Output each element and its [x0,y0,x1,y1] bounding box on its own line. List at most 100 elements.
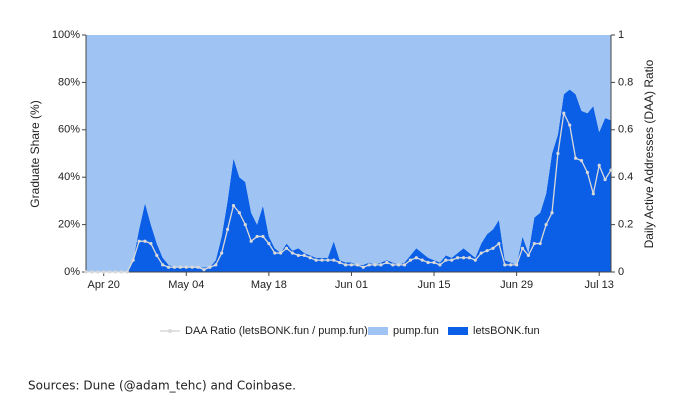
line-point [119,270,123,274]
line-point [603,177,607,182]
line-point [143,239,147,243]
line-point [467,256,472,260]
line-point [456,256,460,260]
line-point [290,251,295,255]
line-point [574,156,578,160]
y2-axis-label: Daily Active Addresses (DAA) Ratio [642,59,656,248]
y-tick-label: 100% [52,29,80,41]
y-tick-label: 40% [58,171,80,183]
line-point [96,270,100,274]
source-note: Sources: Dune (@adam_tehc) and Coinbase. [28,379,296,393]
line-point [155,253,159,258]
legend-label: pump.fun [393,325,439,337]
line-point [190,265,194,269]
line-point [426,260,430,265]
area [86,89,611,272]
line-point [503,263,507,267]
y-axis-label: Graduate Share (%) [28,100,42,207]
line-point [338,260,342,265]
line-point [296,253,300,258]
line-point [532,241,536,246]
line-point [107,270,112,274]
y2-tick-label: 1 [618,29,624,41]
line-point [237,211,241,215]
line-point [196,265,200,269]
line-point [597,163,601,167]
legend-label: DAA Ratio (letsBONK.fun / pump.fun) [185,325,368,337]
line-point [568,123,572,127]
line-point [349,263,354,267]
line-point [432,260,436,265]
line-point [538,241,542,246]
line-point [515,263,519,267]
line-point [137,239,141,243]
line-point [497,241,501,246]
x-tick-label: May 04 [168,279,204,291]
line-point [84,270,88,274]
area [86,35,611,272]
line-point [214,263,218,267]
y2-tick-label: 0.4 [618,171,633,183]
line-point [273,251,277,255]
y2-tick-label: 0.6 [618,124,633,136]
line-point [550,211,554,215]
line-point [562,111,566,115]
line-point [243,223,247,227]
line-point [172,265,177,269]
y-tick-label: 0% [64,266,80,278]
y2-tick-label: 0.2 [618,219,633,231]
line-point [220,251,224,255]
line-point [414,256,418,260]
line-point [149,241,153,246]
line-point [367,263,371,267]
line-point [526,253,531,258]
line-point [408,258,413,262]
x-tick-label: Apr 20 [87,279,119,291]
line-point [320,258,324,262]
y-tick-label: 60% [58,124,80,136]
line-point [391,263,395,267]
line-point [585,170,590,175]
line-point [231,204,236,208]
line-point [491,246,495,250]
line-point [202,268,206,272]
line-point [267,241,271,246]
line-point [102,270,106,274]
line-point [579,159,584,163]
line-point [397,263,401,267]
line-point [420,258,424,262]
line-point [125,270,129,274]
line-point [302,253,306,258]
line-point [225,227,230,231]
line-point [444,258,448,262]
x-tick-label: Jun 15 [418,279,451,291]
line-point [308,256,312,260]
line-point [90,270,94,274]
line-point [473,258,477,262]
legend-swatch [448,327,468,335]
line-point [332,258,336,262]
line-point [379,263,383,267]
legend-swatch [168,329,172,333]
line-point [479,251,483,255]
x-tick-label: Jul 13 [585,279,614,291]
x-tick-label: Jun 29 [500,279,533,291]
line-point [450,258,454,262]
line-point [520,246,525,250]
line-point [184,265,188,269]
y-tick-label: 20% [58,219,80,231]
line-point [249,239,253,243]
line-point [373,263,377,267]
x-tick-label: May 18 [251,279,287,291]
line-point [178,265,182,269]
line-point [438,263,442,267]
line-point [385,260,389,265]
x-tick-label: Jun 01 [335,279,368,291]
line-point [284,246,289,250]
line-point [556,151,560,156]
line-point [509,263,513,267]
line-point [609,168,613,172]
line-point [208,265,212,269]
line-point [255,234,259,239]
